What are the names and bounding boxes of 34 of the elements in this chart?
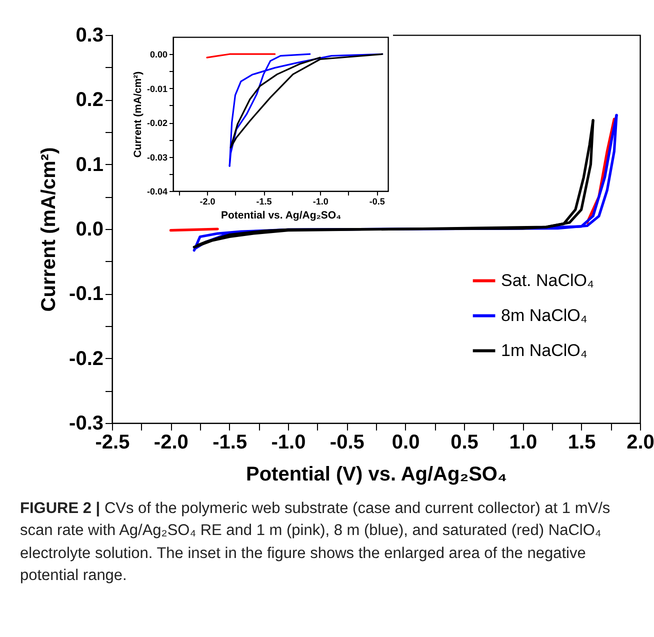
y-tick-label: -0.3 [69, 412, 104, 434]
legend-label: 8m NaClO₄ [501, 306, 588, 325]
legend-label: 1m NaClO₄ [501, 340, 588, 360]
y-axis-title: Current (mA/cm²) [38, 147, 60, 312]
x-tick-label: -1.0 [312, 196, 328, 206]
x-tick-label: -0.5 [369, 196, 385, 206]
x-tick-label: 1.5 [568, 432, 596, 454]
y-tick-label: 0.2 [76, 89, 104, 112]
x-tick-label: -1.5 [256, 196, 272, 206]
x-tick-label: 0.5 [450, 432, 478, 454]
caption: FIGURE 2 | CVs of the polymeric web substrate (case and current collector) at 1 mV/s scan rate with Ag/Ag₂SO₄ RE and 1 m (pink), 8 m (blue), and saturated (red) NaClO₄ electrolyte solution. The inset in the figure shows the enlarged area of the negative potential range. [20, 499, 612, 586]
x-tick-label: -0.5 [330, 432, 364, 454]
x-tick-label: 1.0 [509, 432, 538, 454]
x-tick-label: -2.0 [154, 432, 188, 454]
x-tick-label: 0.0 [392, 432, 420, 454]
y-tick-label: -0.2 [69, 348, 104, 370]
y-tick-label: -0.04 [146, 186, 168, 196]
y-tick-label: -0.03 [146, 152, 168, 162]
x-tick-label: -1.0 [271, 432, 306, 454]
x-tick-label: -2.0 [200, 196, 216, 206]
y-tick-label: -0.02 [146, 118, 168, 128]
y-tick-label: 0.0 [76, 218, 104, 240]
x-axis-title: Potential vs. Ag/Ag₂SO₄ [220, 210, 342, 222]
x-axis-title: Potential (V) vs. Ag/Ag₂SO₄ [246, 464, 508, 486]
y-axis-title: Current (mA/cm²) [132, 71, 144, 158]
x-tick-label: -2.5 [95, 432, 130, 454]
y-tick-label: 0.1 [76, 154, 104, 176]
x-tick-label: -1.5 [212, 432, 248, 454]
y-tick-label: -0.01 [146, 84, 168, 94]
x-tick-label: 2.0 [626, 432, 654, 454]
y-tick-label: 0.00 [150, 50, 168, 60]
y-tick-label: -0.1 [69, 283, 104, 306]
legend-label: Sat. NaClO₄ [501, 270, 594, 290]
y-tick-label: 0.3 [76, 24, 104, 46]
